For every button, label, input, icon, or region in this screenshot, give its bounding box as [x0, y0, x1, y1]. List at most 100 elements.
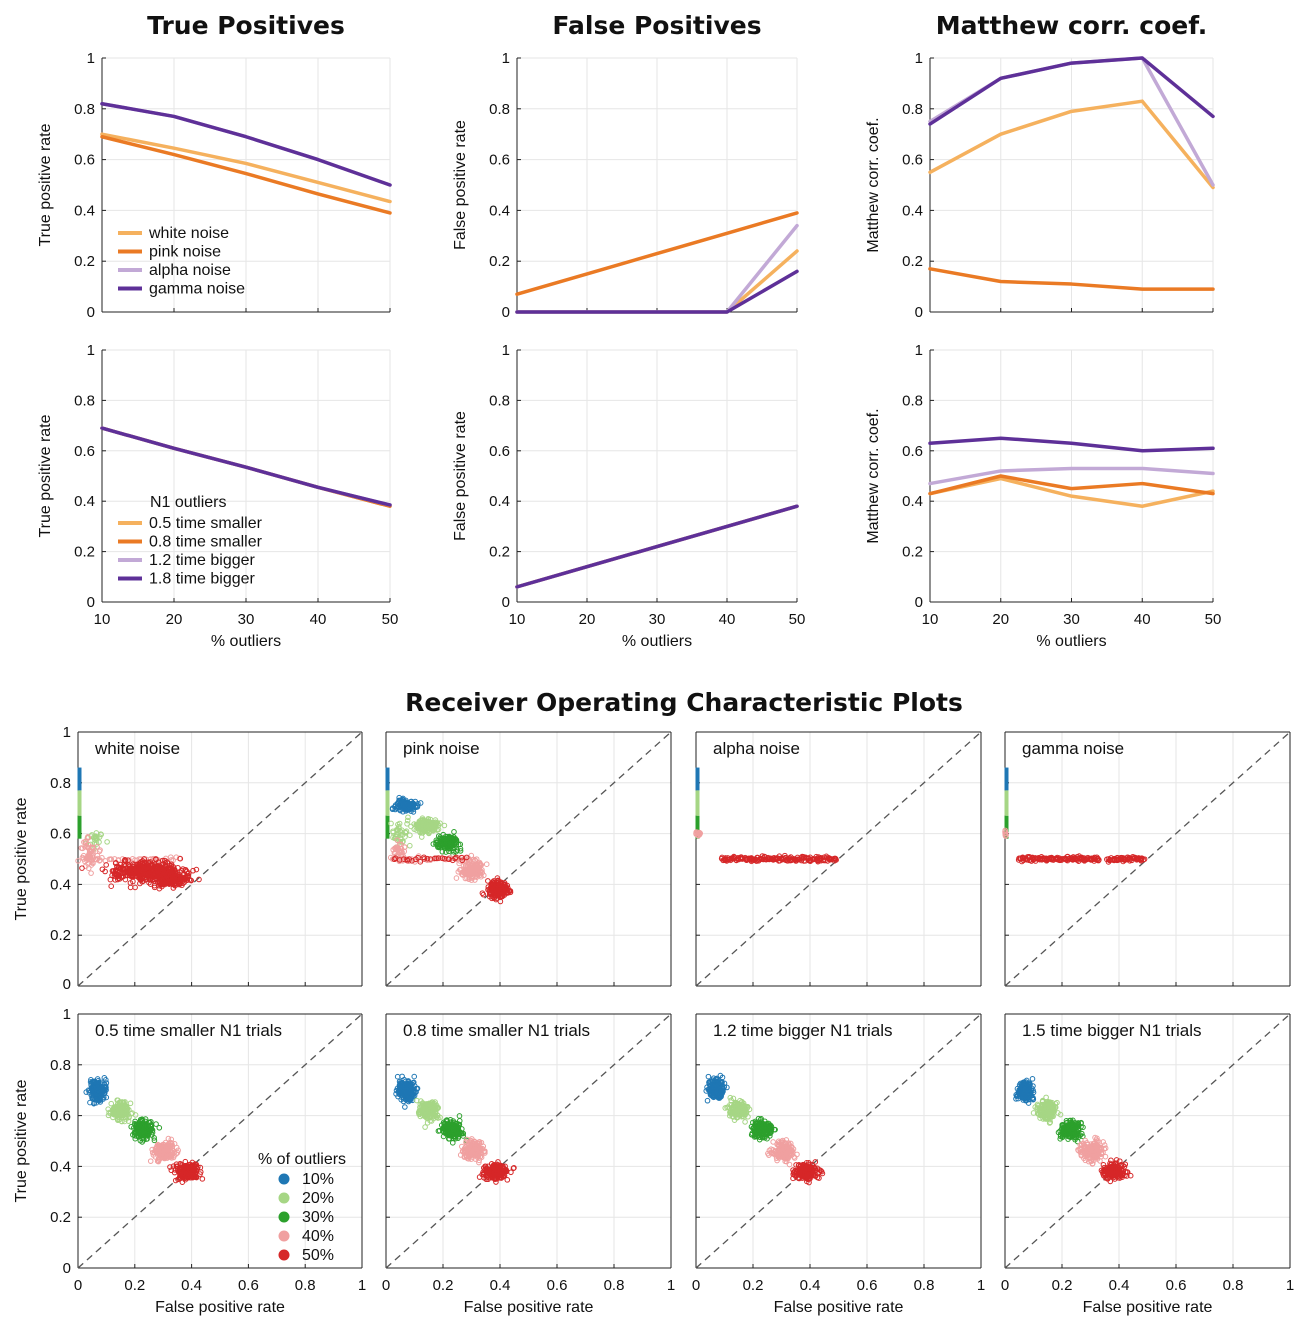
y-tick-label: 0.6	[74, 443, 95, 460]
data-point	[147, 1158, 154, 1164]
x-tick-label: 10	[94, 611, 111, 628]
cluster-40pct	[693, 829, 704, 839]
data-point	[405, 814, 411, 821]
data-point	[114, 876, 121, 883]
data-point	[434, 827, 440, 833]
data-point	[125, 857, 131, 864]
roc-chart-roc-gamma: gamma noise	[1002, 731, 1291, 987]
x-tick-label: 0.4	[490, 1277, 511, 1294]
y-tick-label: 1	[87, 342, 95, 359]
y-tick-label: 1	[63, 724, 71, 741]
legend-marker	[278, 1211, 290, 1223]
data-point	[705, 1073, 712, 1080]
cluster-50pct	[147, 867, 202, 890]
y-tick-label: 0.8	[50, 1057, 71, 1074]
legend-entry: 10%	[302, 1171, 334, 1188]
legend-entry: gamma noise	[149, 281, 245, 298]
data-point	[422, 1124, 428, 1130]
data-point	[430, 841, 437, 847]
data-point	[199, 1176, 206, 1182]
cluster-50pct	[1104, 853, 1148, 865]
y-tick-label: 0.4	[902, 493, 923, 510]
data-point	[401, 848, 408, 855]
data-point	[175, 875, 182, 882]
data-point	[483, 861, 490, 868]
data-point	[395, 846, 401, 852]
cluster-10pct	[703, 1072, 730, 1104]
chance-diagonal	[695, 1013, 982, 1269]
y-tick-label: 0.8	[74, 392, 95, 409]
y-tick-label: 0.6	[50, 1108, 71, 1125]
series-line-white-noise	[100, 132, 392, 204]
x-axis-label: False positive rate	[774, 1299, 904, 1316]
data-point	[404, 820, 410, 827]
data-point	[93, 856, 100, 863]
cluster-40pct	[1002, 827, 1009, 839]
x-tick-label: 0.8	[295, 1277, 316, 1294]
data-point	[88, 870, 94, 876]
data-point	[109, 872, 115, 879]
data-point	[137, 877, 144, 883]
data-point	[411, 821, 417, 827]
data-point	[161, 870, 168, 876]
data-point	[148, 868, 154, 875]
data-point	[394, 833, 400, 840]
data-point	[410, 809, 417, 815]
data-point	[141, 871, 148, 878]
legend-entry: 30%	[302, 1209, 334, 1226]
data-point	[75, 858, 81, 864]
chance-diagonal	[77, 731, 363, 987]
data-point	[435, 844, 441, 850]
data-point	[196, 876, 202, 883]
x-tick-label: 50	[789, 611, 806, 628]
data-point	[472, 857, 478, 863]
data-point	[415, 822, 421, 828]
cluster-30pct	[430, 829, 464, 858]
y-axis-label: False positive rate	[452, 120, 469, 250]
panel-label: gamma noise	[1022, 739, 1124, 758]
legend-entry: pink noise	[149, 244, 221, 261]
data-point	[424, 828, 431, 835]
x-tick-label: 10	[509, 611, 526, 628]
data-point	[704, 1097, 711, 1104]
y-tick-label: 0.2	[74, 544, 95, 561]
x-tick-label: 40	[310, 611, 327, 628]
data-point	[407, 842, 413, 849]
data-point	[402, 830, 409, 836]
data-point	[97, 847, 103, 853]
y-tick-label: 0.6	[489, 443, 510, 460]
x-tick-label: 0.2	[124, 1277, 145, 1294]
data-point	[179, 882, 185, 889]
data-point	[479, 869, 486, 876]
x-tick-label: 1	[358, 1277, 366, 1294]
data-point	[394, 1073, 401, 1080]
legend-entry: 1.2 time bigger	[149, 552, 256, 569]
data-point	[118, 873, 125, 879]
data-point	[153, 862, 160, 869]
data-point	[153, 856, 159, 862]
data-point	[79, 865, 85, 871]
data-point	[154, 871, 160, 878]
data-point	[130, 873, 136, 879]
data-point	[742, 1119, 748, 1125]
data-point	[485, 878, 491, 884]
y-tick-label: 0.6	[489, 152, 510, 169]
cluster-50pct	[167, 1158, 206, 1185]
data-point	[396, 820, 403, 827]
y-tick-label: 0.8	[50, 775, 71, 792]
data-point	[183, 873, 190, 880]
y-tick-label: 0.6	[902, 443, 923, 460]
legend-entry: 0.8 time smaller	[149, 534, 263, 551]
data-point	[85, 834, 91, 840]
x-tick-label: 50	[1205, 611, 1222, 628]
series-line-gamma-noise	[928, 56, 1215, 126]
cluster-50pct	[79, 855, 200, 892]
data-point	[389, 806, 396, 813]
legend-marker	[278, 1249, 290, 1261]
y-axis-label: Matthew corr. coef.	[865, 117, 882, 252]
x-tick-label: 40	[719, 611, 736, 628]
